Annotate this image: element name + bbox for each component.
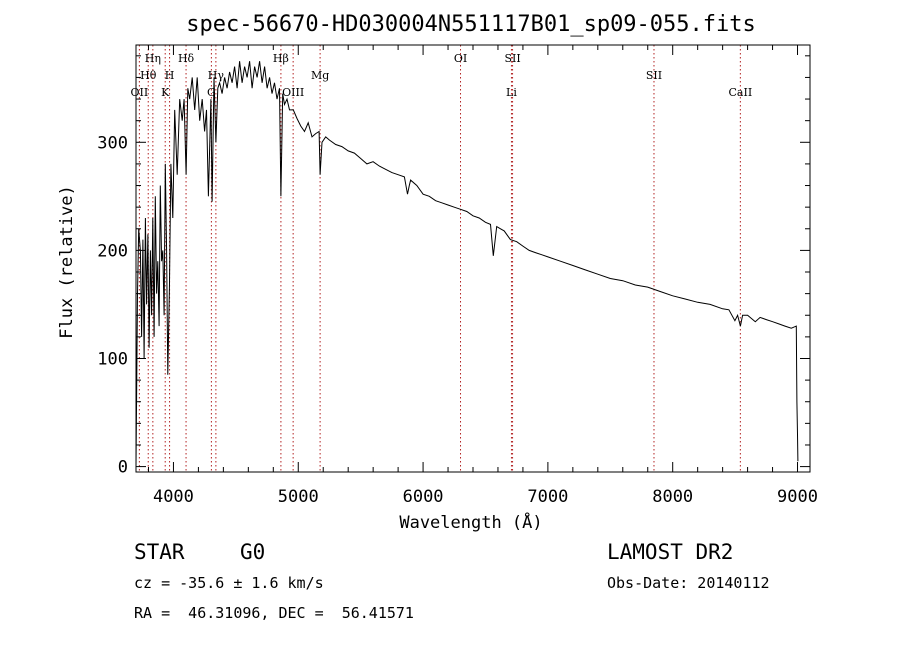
x-tick-label-1: 5000 xyxy=(278,487,319,507)
line-label-1: Hθ xyxy=(140,69,157,82)
line-markers xyxy=(138,45,741,472)
sky-coordinates: RA = 46.31096, DEC = 56.41571 xyxy=(134,604,414,622)
y-tick-label-3: 300 xyxy=(97,133,128,153)
axis-ticks: 4000 5000 6000 7000 8000 9000 0 100 200 300 xyxy=(97,45,818,507)
line-label-13: Li xyxy=(506,86,517,99)
y-tick-label-1: 100 xyxy=(97,349,128,369)
y-tick-label-2: 200 xyxy=(97,241,128,261)
y-axis-label: Flux (relative) xyxy=(57,185,77,339)
line-label-8: Hβ xyxy=(273,52,289,65)
x-tick-label-2: 6000 xyxy=(403,487,444,507)
x-tick-label-5: 9000 xyxy=(777,487,818,507)
survey-name: LAMOST DR2 xyxy=(607,540,734,564)
x-axis-label: Wavelength (Å) xyxy=(399,511,542,533)
line-label-15: CaII xyxy=(729,86,753,99)
radial-velocity: cz = -35.6 ± 1.6 km/s xyxy=(134,574,324,592)
line-label-4: H xyxy=(165,69,175,82)
line-label-5: Hδ xyxy=(178,52,195,65)
x-tick-label-4: 8000 xyxy=(652,487,693,507)
plot-frame xyxy=(135,44,811,473)
x-tick-label-3: 7000 xyxy=(527,487,568,507)
line-label-7: G xyxy=(207,86,216,99)
x-tick-label-0: 4000 xyxy=(153,487,194,507)
line-label-14: SII xyxy=(646,69,662,82)
line-label-3: K xyxy=(161,86,170,99)
line-label-11: OI xyxy=(454,52,467,65)
y-tick-label-0: 0 xyxy=(118,458,128,478)
object-class: STAR xyxy=(134,540,185,564)
line-label-12: SII xyxy=(504,52,520,65)
line-label-6: Hγ xyxy=(208,69,225,82)
spectrum-series-line xyxy=(135,61,799,467)
line-label-10: Mg xyxy=(311,69,329,82)
object-subclass: G0 xyxy=(240,540,266,564)
observation-date: Obs-Date: 20140112 xyxy=(607,574,770,592)
line-label-0: OII xyxy=(131,86,149,99)
line-label-2: Hη xyxy=(145,52,161,65)
chart-title: spec-56670-HD030004N551117B01_sp09-055.f… xyxy=(186,12,756,37)
line-label-9: OIII xyxy=(282,86,304,99)
